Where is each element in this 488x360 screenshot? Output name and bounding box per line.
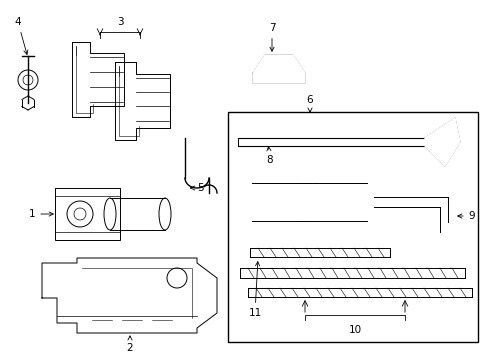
Polygon shape [424, 118, 459, 166]
Text: 11: 11 [248, 262, 261, 318]
Text: 1: 1 [29, 209, 53, 219]
Polygon shape [252, 55, 305, 83]
Text: 8: 8 [266, 147, 273, 165]
Text: 4: 4 [15, 17, 28, 54]
Text: 7: 7 [268, 23, 275, 51]
Bar [227, 112, 477, 342]
Text: 9: 9 [457, 211, 474, 221]
Bar [55, 188, 120, 240]
Polygon shape [42, 258, 217, 333]
Text: 3: 3 [117, 17, 123, 27]
Text: 5: 5 [190, 183, 203, 193]
Text: 6: 6 [306, 95, 313, 112]
Text: 10: 10 [348, 325, 361, 335]
Text: 2: 2 [126, 336, 133, 353]
